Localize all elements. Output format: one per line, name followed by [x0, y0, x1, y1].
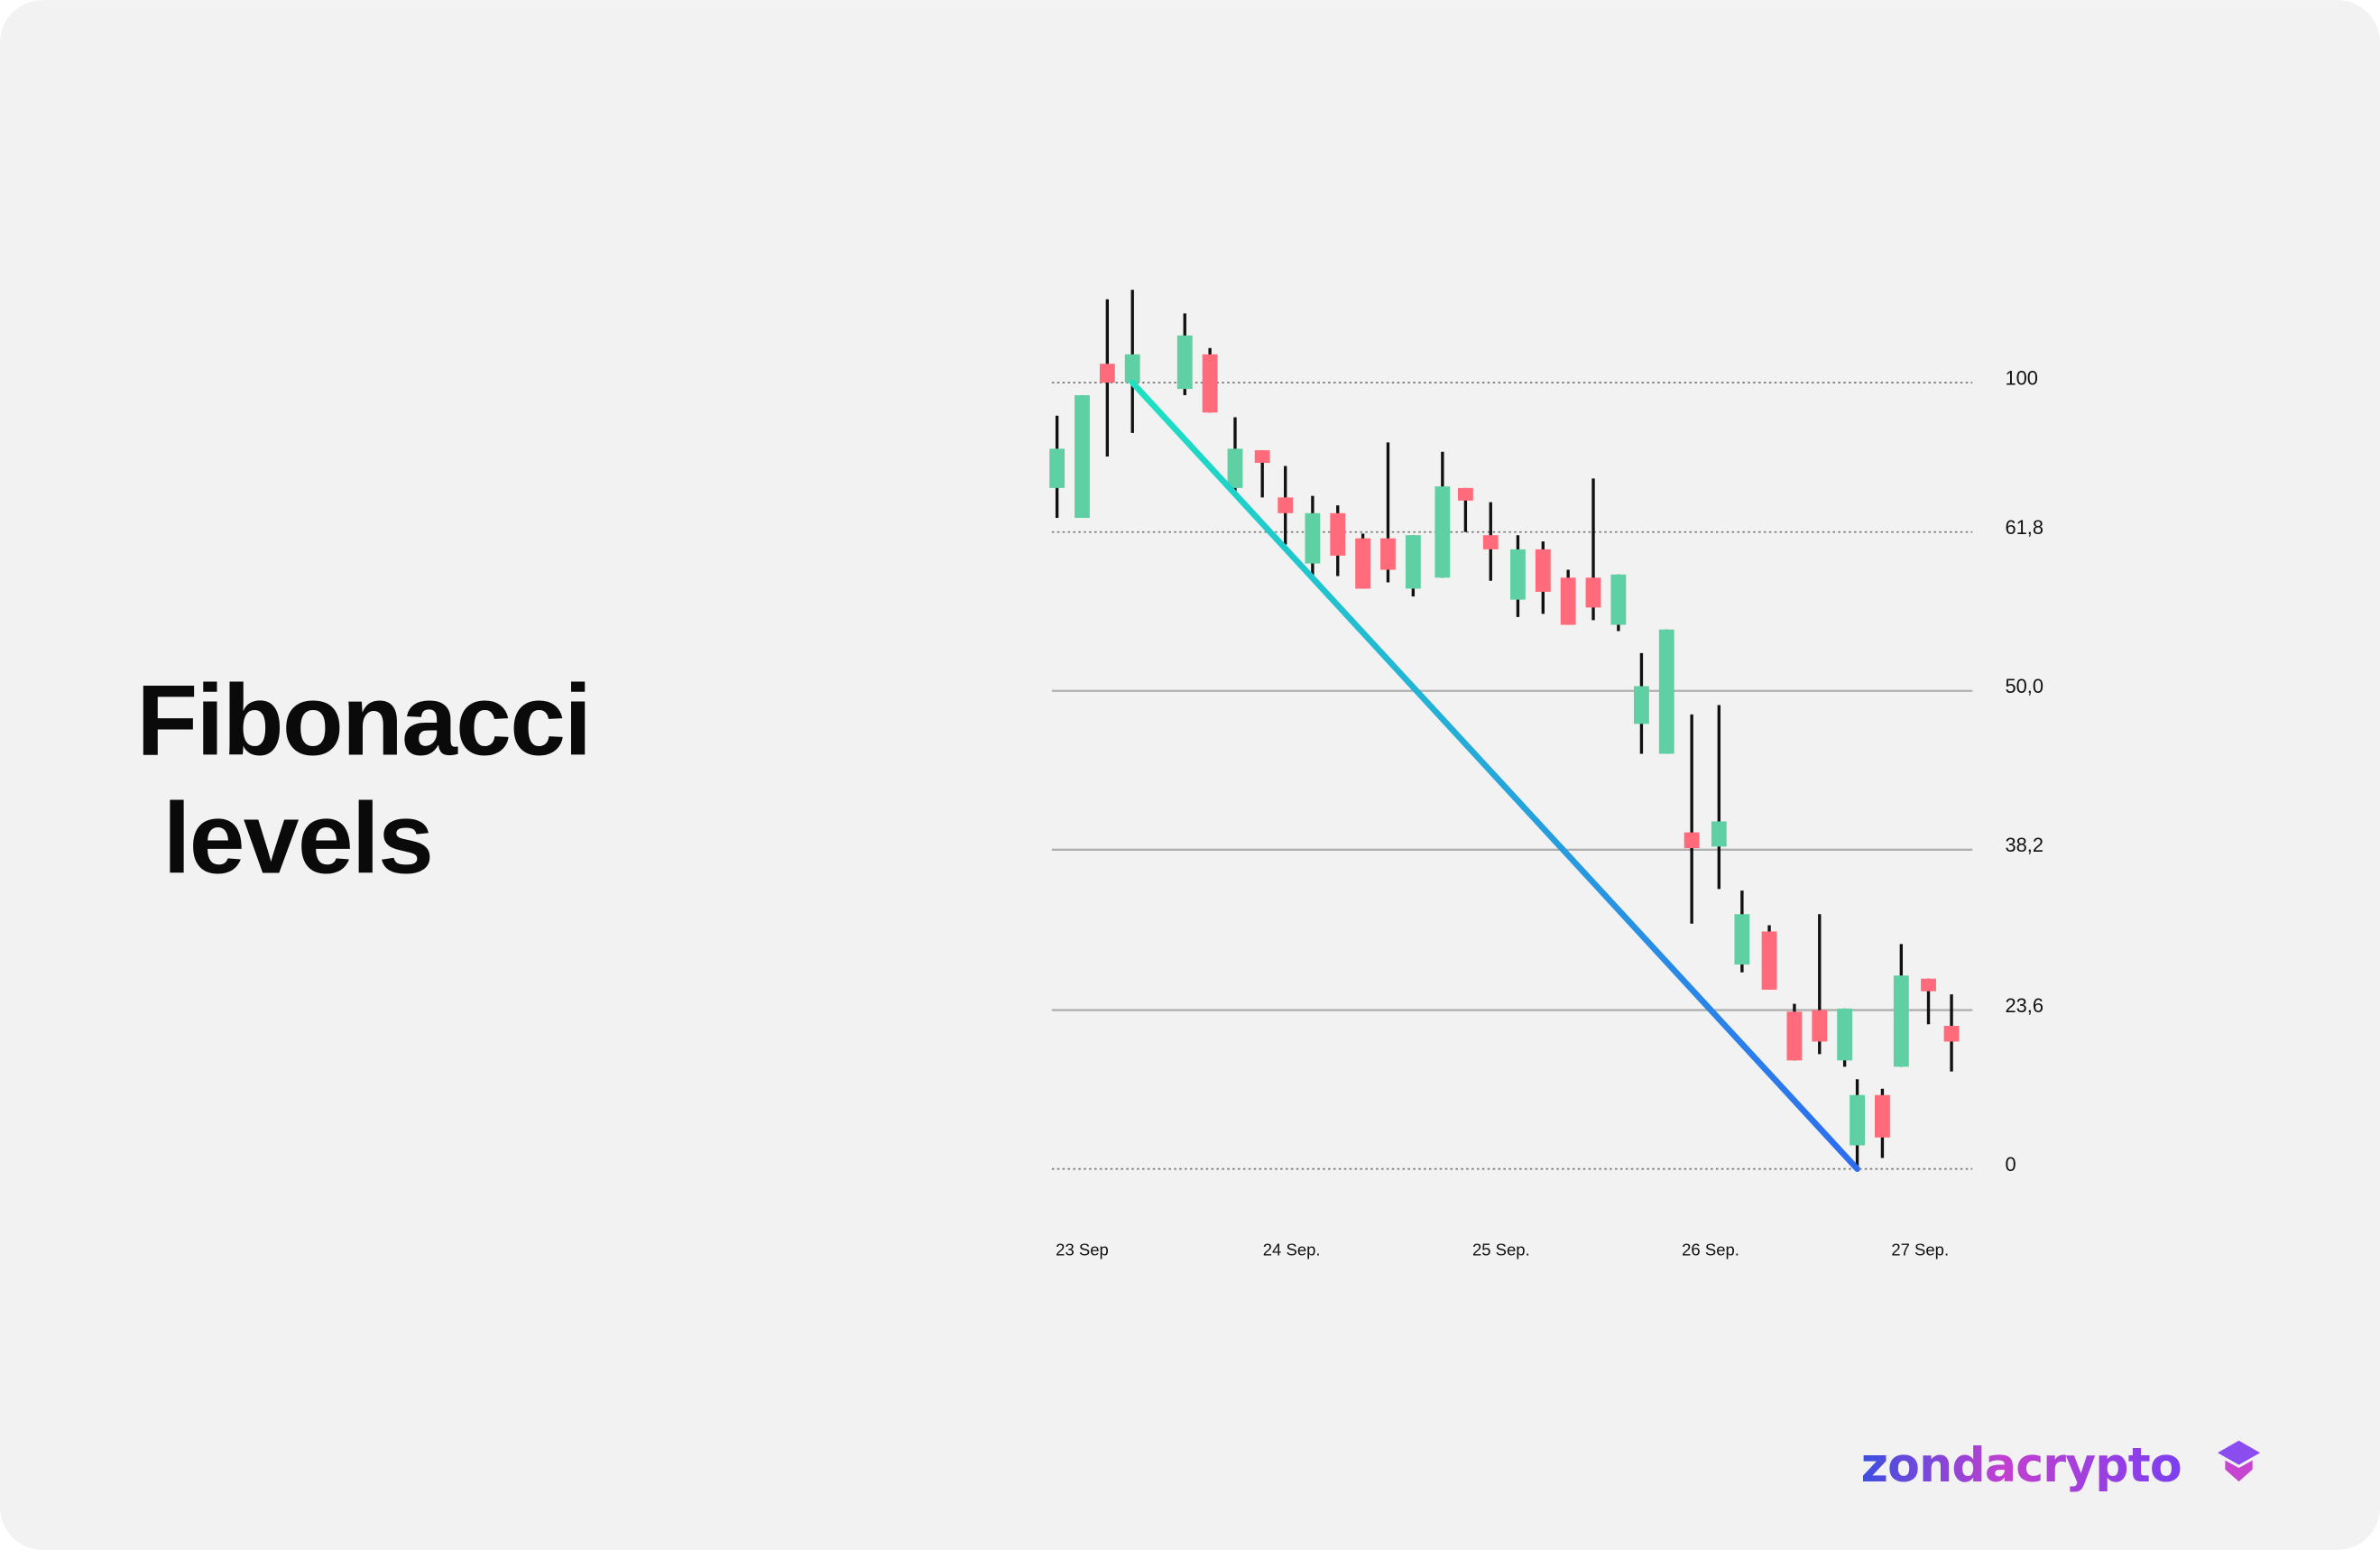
candle [1535, 541, 1551, 614]
candle-body [1535, 549, 1551, 592]
candle [1658, 629, 1674, 754]
candle [1227, 417, 1243, 496]
candle [1380, 442, 1396, 583]
x-tick-label: 25 Sep. [1472, 1240, 1530, 1259]
level-label: 100 [2005, 367, 2037, 390]
candle-body [1227, 448, 1243, 488]
candle-body [1380, 538, 1396, 570]
brand-logo: zondacrypto [1861, 1439, 2182, 1493]
candle-body [1176, 335, 1193, 390]
candle-body [1049, 448, 1065, 488]
candle-body [1837, 1008, 1853, 1061]
level-label: 38,2 [2005, 834, 2043, 856]
brand-icon [2217, 1440, 2261, 1482]
candle [1434, 451, 1451, 578]
candle [1254, 450, 1270, 498]
candle-body [1875, 1094, 1890, 1138]
candle-body [1734, 914, 1750, 965]
candle-body [1330, 512, 1346, 556]
candle-body [1254, 450, 1270, 464]
candle-body [1634, 686, 1649, 724]
candle [1202, 347, 1218, 413]
level-label: 0 [2005, 1153, 2016, 1176]
candle-body [1278, 497, 1294, 513]
candle [1457, 487, 1473, 532]
level-label: 23,6 [2005, 994, 2043, 1017]
candle [1405, 535, 1421, 597]
candle-body [1658, 629, 1674, 754]
level-label: 61,8 [2005, 516, 2043, 539]
candle-body [1202, 354, 1218, 413]
candle-body [1457, 487, 1473, 501]
candle [1075, 395, 1090, 519]
candle [1482, 502, 1499, 581]
candle-body [1075, 395, 1090, 519]
candle-body [1099, 364, 1115, 383]
chart-title: Fibonacci levels [136, 663, 590, 894]
candle-body [1482, 535, 1499, 549]
candle [1761, 925, 1777, 990]
candle-body [1684, 832, 1700, 849]
candle [1585, 478, 1601, 621]
candle-body [1405, 535, 1421, 589]
candle-body [1355, 538, 1371, 589]
candle-body [1812, 1010, 1828, 1042]
candle-body [1585, 577, 1601, 608]
candle [1786, 1003, 1803, 1061]
candle-body [1921, 978, 1936, 992]
x-tick-label: 27 Sep. [1891, 1240, 1949, 1259]
candle [1837, 1008, 1853, 1067]
candle-body [1510, 549, 1526, 600]
candle [1684, 714, 1700, 924]
x-tick-label: 26 Sep. [1682, 1240, 1739, 1259]
candle [1176, 313, 1193, 396]
candle-body [1711, 821, 1727, 847]
candle-body [1124, 354, 1140, 383]
candle [1875, 1088, 1890, 1158]
candle-body [1560, 577, 1576, 625]
candle [1943, 994, 1960, 1072]
candle-body [1434, 486, 1451, 578]
x-tick-label: 23 Sep [1056, 1240, 1109, 1259]
candle-body [1305, 512, 1321, 564]
candle-body [1610, 574, 1627, 625]
candle-body [1893, 975, 1909, 1067]
candle-body [1850, 1094, 1865, 1146]
candle [1711, 705, 1727, 890]
candle [1099, 299, 1115, 457]
candle [1124, 290, 1140, 433]
candle [1893, 944, 1909, 1067]
candle-body [1761, 931, 1777, 990]
level-label: 50,0 [2005, 675, 2043, 697]
candle [1278, 466, 1294, 545]
candle [1330, 505, 1346, 577]
candle [1850, 1079, 1865, 1167]
candle [1921, 978, 1936, 1025]
candle [1510, 535, 1526, 617]
candle [1812, 914, 1828, 1055]
candle [1355, 533, 1371, 589]
x-tick-label: 24 Sep. [1263, 1240, 1321, 1259]
candle [1049, 415, 1065, 519]
candle-body [1943, 1026, 1960, 1042]
candle [1610, 574, 1627, 632]
trend-line [1129, 379, 1860, 1173]
candle [1634, 652, 1649, 754]
candle [1734, 890, 1750, 973]
candle-body [1786, 1011, 1803, 1061]
candle [1560, 569, 1576, 625]
candle [1305, 495, 1321, 579]
